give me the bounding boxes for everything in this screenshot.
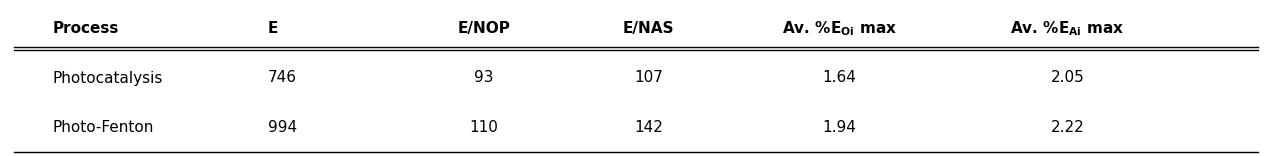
Text: 110: 110 (469, 119, 499, 134)
Text: Photo-Fenton: Photo-Fenton (52, 119, 154, 134)
Text: 2.05: 2.05 (1051, 71, 1085, 85)
Text: 142: 142 (635, 119, 663, 134)
Text: 2.22: 2.22 (1051, 119, 1085, 134)
Text: 93: 93 (474, 71, 494, 85)
Text: 107: 107 (635, 71, 663, 85)
Text: E/NAS: E/NAS (623, 22, 674, 37)
Text: Av. %E$_{\mathregular{Oi}}$ max: Av. %E$_{\mathregular{Oi}}$ max (781, 20, 897, 38)
Text: 1.94: 1.94 (822, 119, 856, 134)
Text: Av. %E$_{\mathregular{Ai}}$ max: Av. %E$_{\mathregular{Ai}}$ max (1010, 20, 1124, 38)
Text: Process: Process (52, 22, 118, 37)
Text: 994: 994 (268, 119, 298, 134)
Text: E: E (268, 22, 279, 37)
Text: E/NOP: E/NOP (457, 22, 510, 37)
Text: 746: 746 (268, 71, 296, 85)
Text: Photocatalysis: Photocatalysis (52, 71, 163, 85)
Text: 1.64: 1.64 (822, 71, 856, 85)
